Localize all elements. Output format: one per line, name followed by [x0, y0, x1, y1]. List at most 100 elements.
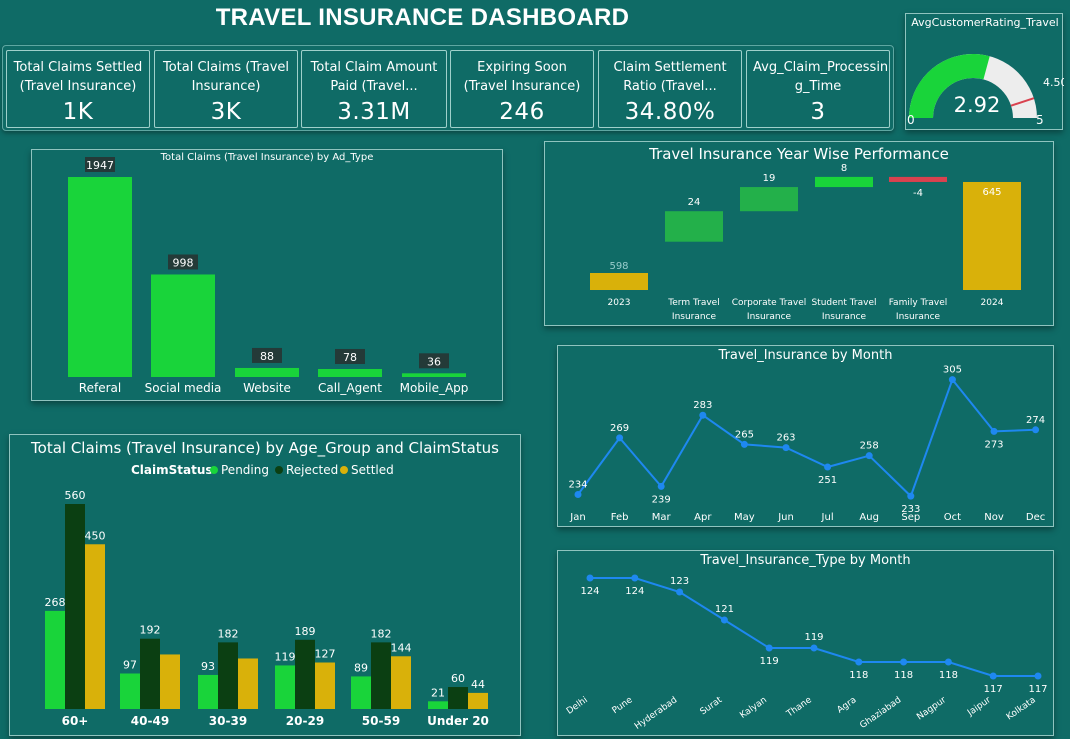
ad-type-bar	[235, 367, 299, 377]
data-label: 598	[609, 261, 628, 272]
data-label: 182	[371, 627, 392, 640]
kpi-card-total-claims[interactable]: Total Claims (Travel Insurance) 3K	[154, 50, 298, 128]
age-group-bar	[315, 662, 335, 709]
data-label: 305	[943, 365, 962, 376]
type-month-point	[944, 658, 952, 666]
data-label: 274	[1026, 415, 1045, 426]
data-label: 88	[260, 350, 274, 363]
type-month-point	[900, 658, 908, 666]
category-label: Referal	[79, 381, 121, 395]
data-label: 121	[715, 604, 734, 615]
age-group-bar	[45, 610, 65, 709]
category-label: Insurance	[822, 312, 867, 322]
age-group-bar	[65, 504, 85, 709]
type-month-point	[765, 644, 773, 652]
data-label-box	[168, 254, 198, 270]
age-group-bar	[468, 692, 488, 709]
gauge-target-label: 4.50	[1043, 76, 1064, 89]
category-label: 40-49	[131, 714, 169, 728]
gauge-value: 2.92	[954, 93, 1001, 117]
gauge-chart: AvgCustomerRating_Travel 2.92 0 5 4.50	[907, 16, 1068, 127]
waterfall-bar	[815, 176, 873, 188]
data-label: 234	[568, 480, 587, 491]
category-label: Student Travel	[811, 298, 876, 308]
kpi-card-settlement-ratio[interactable]: Claim Settlement Ratio (Travel... 34.80%	[598, 50, 742, 128]
category-label: Feb	[611, 512, 629, 523]
waterfall-bar	[665, 211, 723, 242]
category-label: Hyderabad	[633, 695, 679, 732]
data-label-box	[85, 157, 115, 172]
age-group-bar	[85, 544, 105, 709]
age-group-chart: ClaimStatus Pending Rejected Settled 268 560 4…	[45, 463, 489, 728]
waterfall-bar	[590, 273, 648, 290]
data-label: 560	[65, 489, 86, 502]
category-label: 20-29	[286, 714, 324, 728]
data-label: 24	[688, 197, 701, 208]
age-group-bar	[160, 654, 180, 709]
month-panel[interactable]: Travel_Insurance by Month 234 Jan 269 Feb 23…	[557, 345, 1054, 527]
category-label: Family Travel	[889, 298, 948, 308]
data-label: 119	[275, 650, 296, 663]
data-label: 127	[315, 648, 336, 661]
data-label: 97	[123, 658, 137, 671]
category-label: Call_Agent	[318, 381, 382, 395]
data-label: 93	[201, 660, 215, 673]
kpi-strip: Total Claims Settled (Travel Insurance) …	[2, 45, 894, 131]
category-label: Sep	[901, 512, 920, 523]
dashboard-title: TRAVEL INSURANCE DASHBOARD	[215, 4, 630, 31]
kpi-card-avg-processing-time[interactable]: Avg_Claim_Processin g_Time 3	[746, 50, 890, 128]
data-label: 78	[343, 351, 357, 364]
type-month-series-line	[590, 577, 1038, 677]
gauge-min-label: 0	[907, 113, 915, 127]
data-label: 144	[391, 641, 412, 654]
data-label: 192	[140, 624, 161, 637]
category-label: May	[734, 512, 755, 523]
type-month-panel[interactable]: Travel_Insurance_Type by Month 124 Delhi 1…	[557, 550, 1054, 736]
age-group-bar	[371, 642, 391, 709]
kpi-value: 3	[810, 99, 826, 125]
data-label: 8	[841, 163, 847, 174]
kpi-card-claim-amount[interactable]: Total Claim Amount Paid (Travel... 3.31M	[301, 50, 447, 128]
category-label: Term Travel	[667, 298, 719, 308]
ad-type-panel[interactable]: Total Claims (Travel Insurance) by Ad_Ty…	[31, 149, 503, 401]
data-label: 998	[173, 256, 194, 269]
category-label: Delhi	[565, 695, 590, 716]
data-label: -4	[913, 188, 923, 199]
gauge-title: AvgCustomerRating_Travel	[911, 16, 1058, 29]
data-label: 44	[471, 678, 485, 691]
category-label: Website	[243, 381, 291, 395]
type-month-point	[810, 644, 818, 652]
type-month-point	[855, 658, 863, 666]
legend-marker	[210, 466, 218, 474]
category-label: Apr	[694, 512, 712, 523]
data-label: 645	[982, 187, 1001, 198]
category-label: Insurance	[672, 312, 717, 322]
data-label-box	[252, 347, 282, 363]
kpi-card-claims-settled[interactable]: Total Claims Settled (Travel Insurance) …	[6, 50, 150, 128]
ad-type-bar	[402, 373, 466, 377]
category-label: Jul	[821, 512, 834, 523]
age-group-bar	[275, 665, 295, 709]
month-point	[948, 376, 956, 384]
data-label: 182	[218, 627, 239, 640]
data-label: 251	[818, 475, 837, 486]
data-label: 450	[85, 529, 106, 542]
type-month-line-chart: 124 Delhi 124 Pune 123 Hyderabad 121 Surat 119 Ka…	[565, 574, 1048, 732]
data-label: 273	[984, 439, 1003, 450]
data-label: 123	[670, 576, 689, 587]
data-label: 1947	[86, 159, 114, 172]
type-month-point	[676, 588, 684, 596]
month-point	[740, 440, 748, 448]
data-label-box	[335, 348, 365, 364]
legend-label: Pending	[221, 463, 269, 477]
category-label: Kalyan	[738, 695, 769, 721]
legend-marker	[275, 466, 283, 474]
kpi-card-expiring-soon[interactable]: Expiring Soon (Travel Insurance) 246	[450, 50, 594, 128]
gauge-panel[interactable]: AvgCustomerRating_Travel 2.92 0 5 4.50	[905, 13, 1068, 130]
ad-type-bar	[318, 368, 382, 377]
data-label: 189	[295, 625, 316, 638]
age-group-panel[interactable]: Total Claims (Travel Insurance) by Age_G…	[9, 434, 521, 736]
waterfall-panel[interactable]: Travel Insurance Year Wise Performance 5…	[544, 141, 1054, 326]
waterfall-bar	[740, 187, 798, 212]
category-label: 30-39	[209, 714, 247, 728]
